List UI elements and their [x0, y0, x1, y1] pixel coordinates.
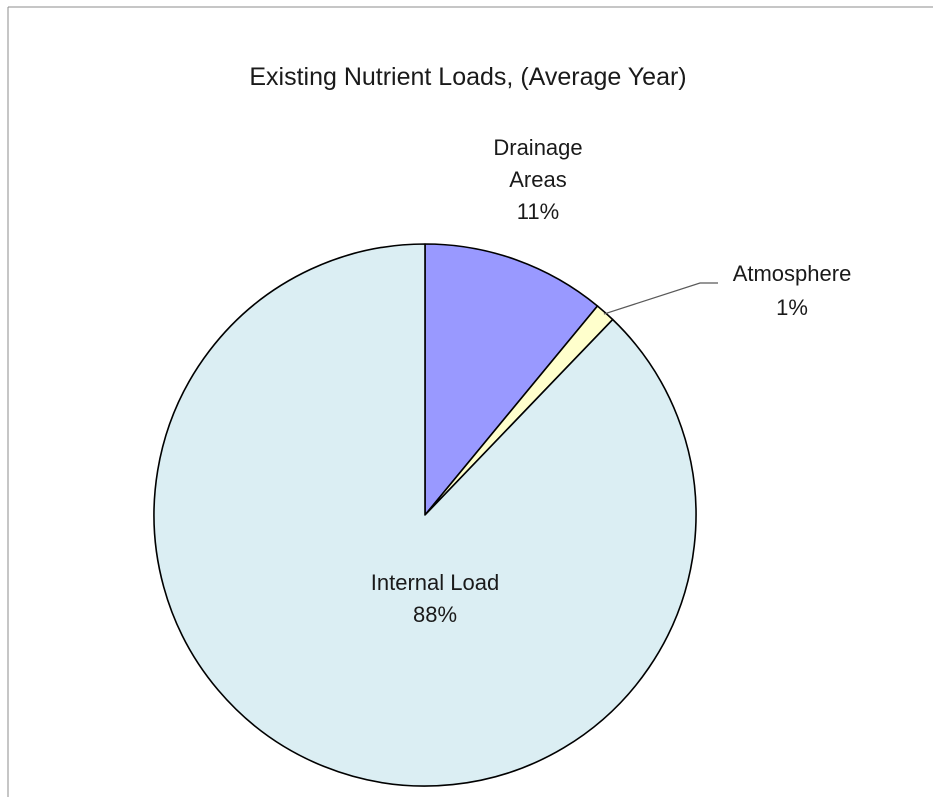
leader-line-atmosphere: [603, 282, 718, 315]
slice-label-internal-load-name-1: Internal Load: [371, 570, 499, 595]
pie-slice-drainage-areas: [424, 243, 599, 516]
chart-title: Existing Nutrient Loads, (Average Year): [249, 63, 686, 91]
pie-slice-internal-load: [153, 243, 697, 787]
leader-lines: [603, 282, 718, 315]
slice-label-drainage-areas-name-1: Drainage: [493, 135, 582, 160]
slice-label-internal-load-percent: 88%: [413, 602, 457, 627]
pie-slices: [153, 243, 697, 787]
slice-labels: Drainage Areas 11% Atmosphere 1% Internal Loa…: [371, 135, 852, 627]
slice-label-drainage-areas-percent: 11%: [517, 199, 559, 224]
slice-label-drainage-areas-name-2: Areas: [509, 167, 566, 192]
slice-label-atmosphere-percent: 1%: [776, 295, 808, 320]
slice-label-atmosphere-name-1: Atmosphere: [733, 261, 852, 286]
